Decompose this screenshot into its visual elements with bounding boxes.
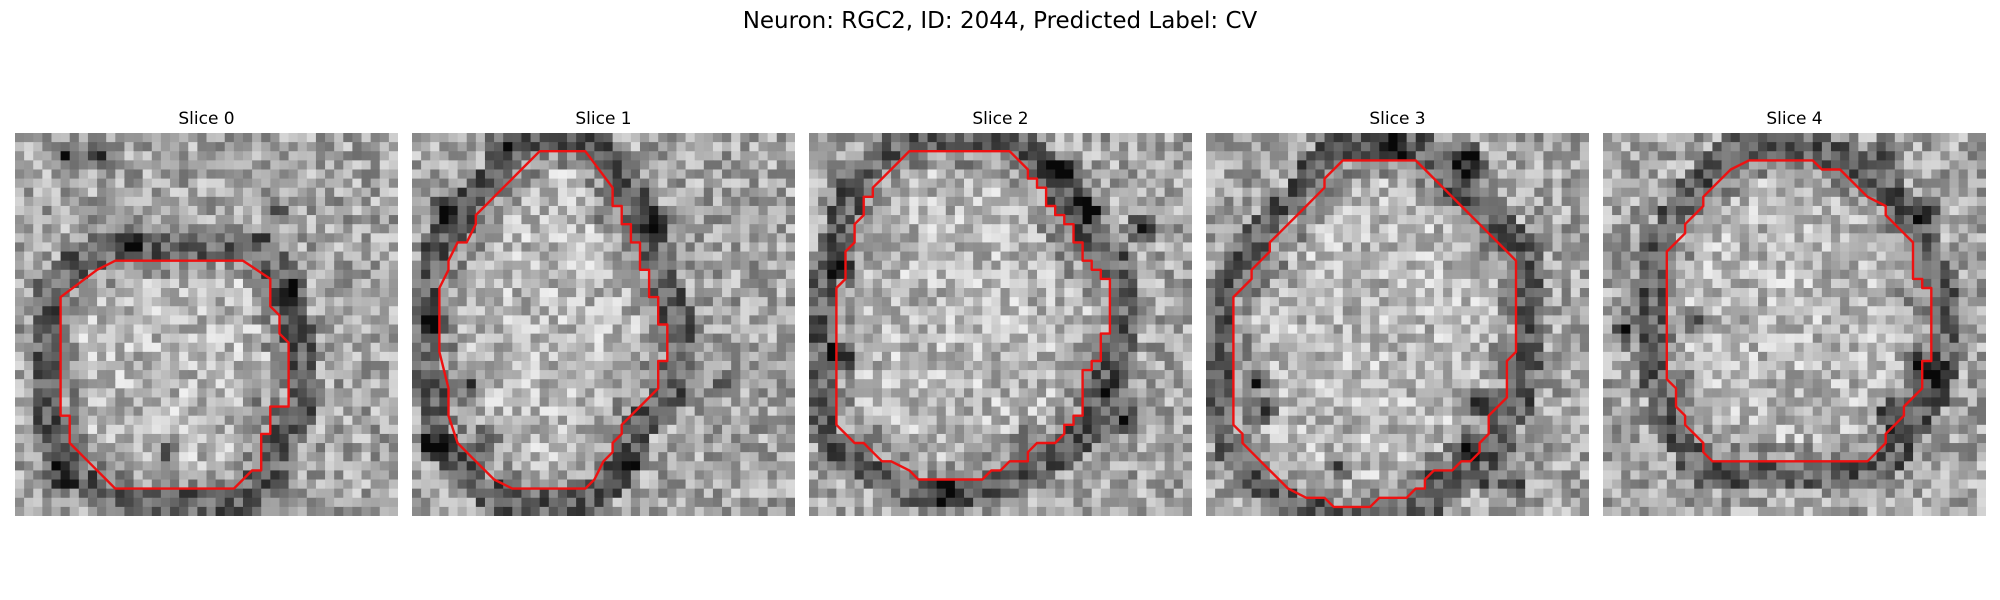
slice-2-title: Slice 2 [972, 109, 1029, 129]
grayscale-pixel-grid [412, 133, 795, 516]
slice-image [412, 133, 795, 516]
grayscale-pixel-grid [1206, 133, 1589, 516]
slice-image [1603, 133, 1986, 516]
slice-4-title: Slice 4 [1766, 109, 1823, 129]
slice-1-panel [412, 133, 795, 516]
slice-1-title: Slice 1 [575, 109, 632, 129]
grayscale-pixel-grid [809, 133, 1192, 516]
slice-0-panel [15, 133, 398, 516]
segmentation-contour [438, 150, 669, 490]
grayscale-pixel-grid [15, 133, 398, 516]
slice-image [809, 133, 1192, 516]
figure-title: Neuron: RGC2, ID: 2044, Predicted Label:… [742, 8, 1258, 34]
slice-0-title: Slice 0 [178, 109, 235, 129]
slice-3-title: Slice 3 [1369, 109, 1426, 129]
grayscale-pixel-grid [1603, 133, 1986, 516]
slice-image [1206, 133, 1589, 516]
segmentation-contour [835, 150, 1112, 481]
slice-3-panel [1206, 133, 1589, 516]
segmentation-contour [1665, 159, 1933, 463]
segmentation-contour [1232, 159, 1518, 509]
slice-2-panel [809, 133, 1192, 516]
slice-image [15, 133, 398, 516]
segmentation-contour [59, 259, 290, 490]
slice-4-panel [1603, 133, 1986, 516]
